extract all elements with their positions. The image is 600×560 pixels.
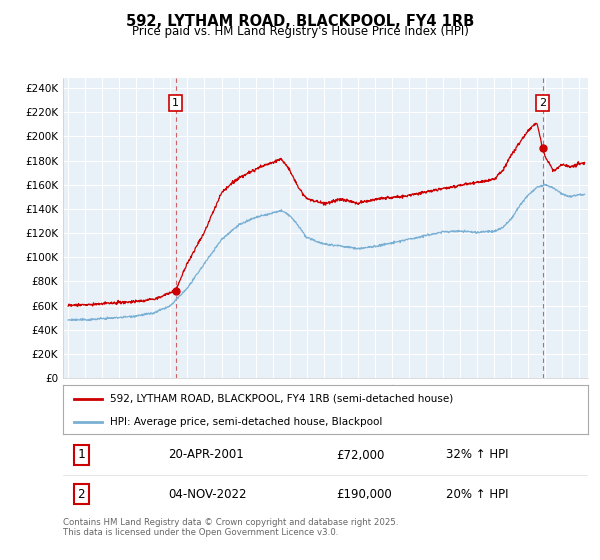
- Text: 592, LYTHAM ROAD, BLACKPOOL, FY4 1RB: 592, LYTHAM ROAD, BLACKPOOL, FY4 1RB: [126, 14, 474, 29]
- Text: 2: 2: [539, 98, 546, 108]
- Text: £72,000: £72,000: [336, 449, 385, 461]
- Text: Price paid vs. HM Land Registry's House Price Index (HPI): Price paid vs. HM Land Registry's House …: [131, 25, 469, 38]
- Text: £190,000: £190,000: [336, 488, 392, 501]
- Text: Contains HM Land Registry data © Crown copyright and database right 2025.
This d: Contains HM Land Registry data © Crown c…: [63, 518, 398, 538]
- Text: 2: 2: [77, 488, 85, 501]
- Text: 20-APR-2001: 20-APR-2001: [168, 449, 244, 461]
- Text: 592, LYTHAM ROAD, BLACKPOOL, FY4 1RB (semi-detached house): 592, LYTHAM ROAD, BLACKPOOL, FY4 1RB (se…: [110, 394, 454, 404]
- Text: 1: 1: [172, 98, 179, 108]
- Text: HPI: Average price, semi-detached house, Blackpool: HPI: Average price, semi-detached house,…: [110, 417, 383, 427]
- Text: 04-NOV-2022: 04-NOV-2022: [168, 488, 247, 501]
- Text: 20% ↑ HPI: 20% ↑ HPI: [446, 488, 509, 501]
- Text: 1: 1: [77, 449, 85, 461]
- Text: 32% ↑ HPI: 32% ↑ HPI: [446, 449, 509, 461]
